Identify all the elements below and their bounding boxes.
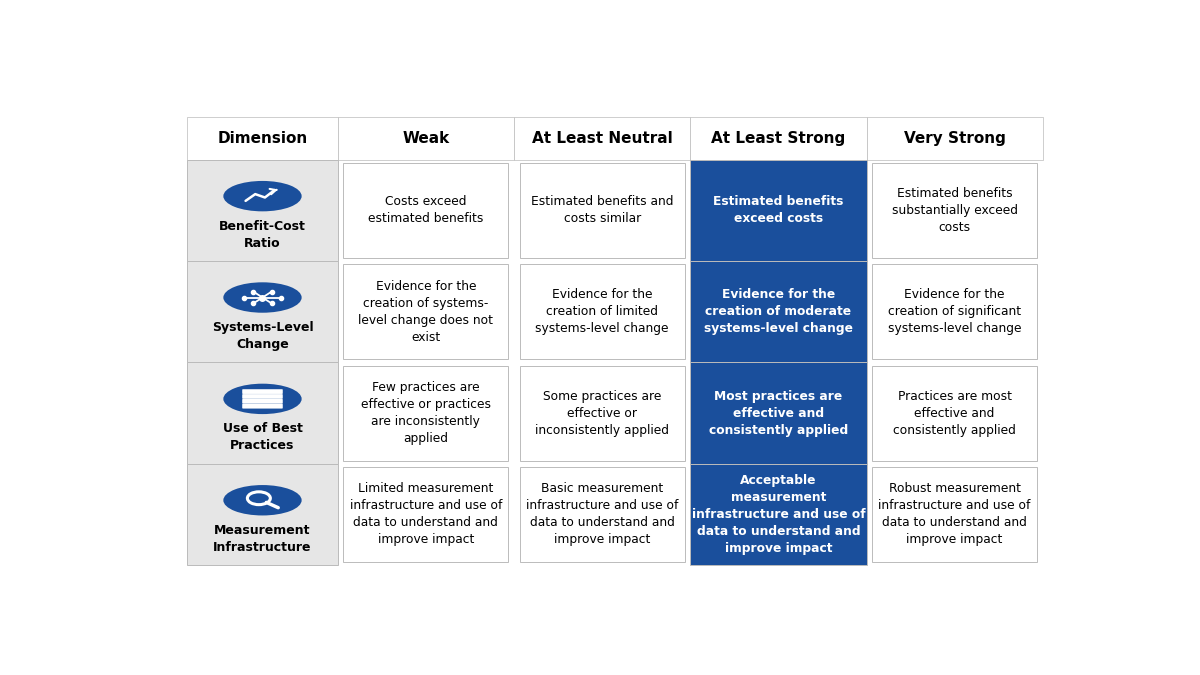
FancyBboxPatch shape — [690, 362, 866, 464]
FancyBboxPatch shape — [520, 467, 685, 562]
FancyBboxPatch shape — [866, 117, 1043, 160]
FancyBboxPatch shape — [872, 365, 1037, 460]
FancyBboxPatch shape — [242, 389, 283, 394]
Text: Robust measurement
infrastructure and use of
data to understand and
improve impa: Robust measurement infrastructure and us… — [878, 483, 1031, 547]
FancyBboxPatch shape — [242, 404, 283, 408]
Text: Costs exceed
estimated benefits: Costs exceed estimated benefits — [368, 195, 484, 225]
Text: Measurement
Infrastructure: Measurement Infrastructure — [214, 524, 312, 554]
FancyBboxPatch shape — [343, 365, 509, 460]
Ellipse shape — [223, 485, 301, 516]
Text: Estimated benefits
exceed costs: Estimated benefits exceed costs — [713, 195, 844, 225]
FancyBboxPatch shape — [187, 160, 337, 261]
Text: Dimension: Dimension — [217, 131, 307, 146]
Text: Very Strong: Very Strong — [904, 131, 1006, 146]
Ellipse shape — [223, 383, 301, 414]
FancyBboxPatch shape — [872, 163, 1037, 258]
Text: Few practices are
effective or practices
are inconsistently
applied: Few practices are effective or practices… — [361, 381, 491, 445]
FancyBboxPatch shape — [187, 261, 337, 362]
Text: Limited measurement
infrastructure and use of
data to understand and
improve imp: Limited measurement infrastructure and u… — [349, 483, 502, 547]
Text: At Least Neutral: At Least Neutral — [532, 131, 672, 146]
Text: Estimated benefits
substantially exceed
costs: Estimated benefits substantially exceed … — [892, 187, 1018, 234]
Text: Use of Best
Practices: Use of Best Practices — [222, 423, 302, 452]
FancyBboxPatch shape — [690, 261, 866, 362]
Text: Evidence for the
creation of moderate
systems-level change: Evidence for the creation of moderate sy… — [704, 288, 853, 335]
Text: Weak: Weak — [402, 131, 450, 146]
FancyBboxPatch shape — [520, 365, 685, 460]
Text: At Least Strong: At Least Strong — [712, 131, 846, 146]
FancyBboxPatch shape — [343, 264, 509, 359]
FancyBboxPatch shape — [343, 163, 509, 258]
Text: Evidence for the
creation of systems-
level change does not
exist: Evidence for the creation of systems- le… — [359, 279, 493, 344]
FancyBboxPatch shape — [690, 160, 866, 261]
Text: Evidence for the
creation of limited
systems-level change: Evidence for the creation of limited sys… — [535, 288, 668, 335]
FancyBboxPatch shape — [872, 264, 1037, 359]
FancyBboxPatch shape — [872, 467, 1037, 562]
FancyBboxPatch shape — [520, 163, 685, 258]
Text: Evidence for the
creation of significant
systems-level change: Evidence for the creation of significant… — [888, 288, 1021, 335]
Text: Benefit-Cost
Ratio: Benefit-Cost Ratio — [220, 219, 306, 250]
Text: Estimated benefits and
costs similar: Estimated benefits and costs similar — [530, 195, 673, 225]
FancyBboxPatch shape — [343, 467, 509, 562]
FancyBboxPatch shape — [514, 117, 690, 160]
FancyBboxPatch shape — [690, 117, 866, 160]
Text: Systems-Level
Change: Systems-Level Change — [211, 321, 313, 351]
FancyBboxPatch shape — [242, 399, 283, 404]
FancyBboxPatch shape — [690, 464, 866, 565]
Text: Practices are most
effective and
consistently applied: Practices are most effective and consist… — [893, 389, 1016, 437]
FancyBboxPatch shape — [337, 117, 514, 160]
FancyBboxPatch shape — [187, 464, 337, 565]
Text: Acceptable
measurement
infrastructure and use of
data to understand and
improve : Acceptable measurement infrastructure an… — [691, 474, 865, 555]
FancyBboxPatch shape — [187, 362, 337, 464]
Ellipse shape — [223, 181, 301, 211]
Ellipse shape — [223, 282, 301, 313]
FancyBboxPatch shape — [187, 117, 337, 160]
Text: Most practices are
effective and
consistently applied: Most practices are effective and consist… — [709, 389, 848, 437]
FancyBboxPatch shape — [520, 264, 685, 359]
Text: Basic measurement
infrastructure and use of
data to understand and
improve impac: Basic measurement infrastructure and use… — [526, 483, 678, 547]
FancyBboxPatch shape — [242, 394, 283, 399]
Text: Some practices are
effective or
inconsistently applied: Some practices are effective or inconsis… — [535, 389, 670, 437]
